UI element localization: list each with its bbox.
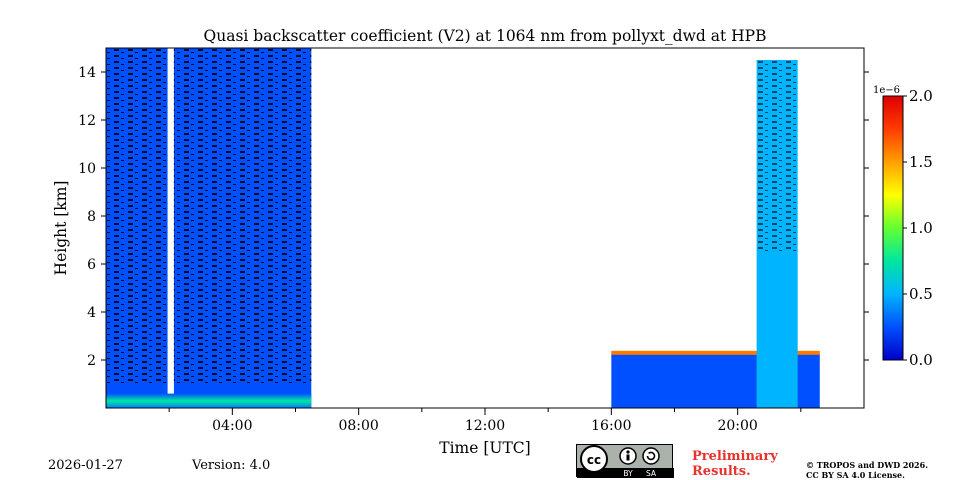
noise-evening-cloud xyxy=(756,60,798,252)
x-tick-label: 16:00 xyxy=(591,418,631,434)
colorbar-scale-label: 1e−6 xyxy=(873,85,900,96)
colorbar-tick-label: 1.5 xyxy=(909,153,933,171)
copyright-line-1: © TROPOS and DWD 2026. xyxy=(806,460,928,470)
colorbar-tick-label: 0.5 xyxy=(909,285,933,303)
y-tick-label: 6 xyxy=(87,257,96,273)
y-tick-label: 14 xyxy=(78,65,96,81)
sa-icon xyxy=(642,447,660,465)
x-axis-label: Time [UTC] xyxy=(439,439,530,457)
colorbar-tick-label: 1.0 xyxy=(909,219,933,237)
preliminary-line-2: Results. xyxy=(692,464,751,479)
preliminary-line-1: Preliminary xyxy=(692,449,778,464)
x-tick-label: 20:00 xyxy=(717,418,757,434)
x-axis: 04:00 08:00 12:00 16:00 20:00 xyxy=(168,408,802,434)
y-axis: 2 4 6 8 10 12 14 xyxy=(78,65,869,369)
x-tick-label: 08:00 xyxy=(338,418,378,434)
plot-area xyxy=(106,48,864,408)
footer-version: Version: 4.0 xyxy=(192,458,271,473)
cc-icon xyxy=(580,445,608,473)
colorbar-tick-label: 0.0 xyxy=(909,351,933,369)
x-tick-label: 04:00 xyxy=(212,418,252,434)
y-tick-label: 8 xyxy=(87,209,96,225)
cc-sa-label: SA xyxy=(646,469,657,478)
colorbar-tick-label: 2.0 xyxy=(909,87,933,105)
x-tick-label: 12:00 xyxy=(465,418,505,434)
noise-morning-column-b xyxy=(173,48,312,384)
cc-by-label: BY xyxy=(623,469,633,478)
cc-license-badge: cc BY SA xyxy=(576,444,674,478)
preliminary-notice: Preliminary Results. xyxy=(692,449,778,479)
y-axis-label: Height [km] xyxy=(52,181,70,276)
footer-date: 2026-01-27 xyxy=(48,458,123,473)
colorbar: 1e−6 0.0 0.5 1.0 1.5 2.0 xyxy=(873,85,933,369)
noise-morning-column-a xyxy=(106,48,168,384)
y-tick-label: 4 xyxy=(87,305,96,321)
copyright-notice: © TROPOS and DWD 2026. CC BY SA 4.0 Lice… xyxy=(806,460,928,480)
y-tick-label: 10 xyxy=(78,161,96,177)
chart-title: Quasi backscatter coefficient (V2) at 10… xyxy=(204,27,767,45)
copyright-line-2: CC BY SA 4.0 License. xyxy=(806,470,905,480)
boundary-layer-edge xyxy=(611,350,820,355)
region-surface-layer xyxy=(106,393,312,408)
y-tick-label: 12 xyxy=(78,113,96,129)
y-tick-label: 2 xyxy=(87,353,96,369)
colorbar-gradient xyxy=(882,95,904,361)
svg-text:cc: cc xyxy=(587,453,601,467)
